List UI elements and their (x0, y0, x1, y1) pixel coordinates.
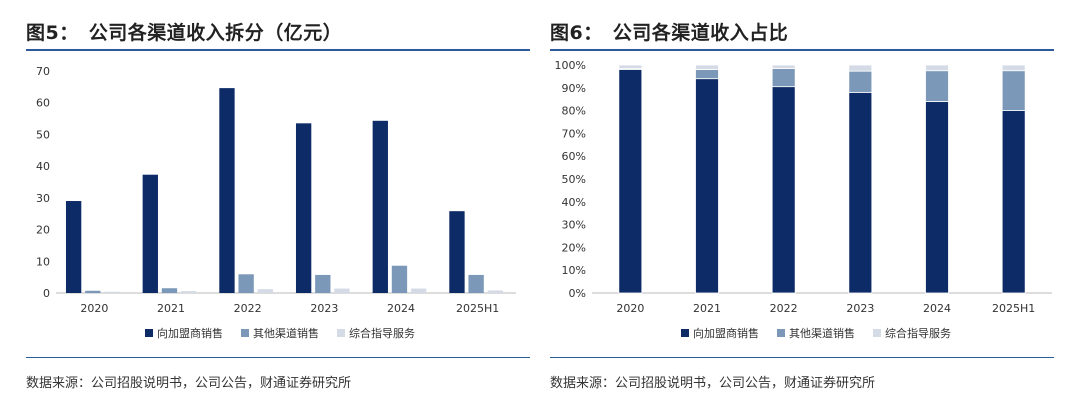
legend-swatch (337, 329, 345, 337)
bar-3 (695, 64, 719, 70)
bar-2 (85, 290, 101, 293)
bar-2 (771, 68, 796, 88)
y-tick-label: 30 (36, 192, 50, 205)
legend-swatch (241, 329, 249, 337)
y-tick-label: 20 (36, 224, 50, 237)
bar-2 (695, 69, 719, 80)
y-tick-label: 60% (562, 150, 586, 163)
x-tick-label: 2020 (80, 302, 108, 315)
legend-swatch (873, 329, 881, 337)
y-tick-label: 50 (36, 128, 50, 141)
figure-label: 图6： (550, 22, 603, 44)
bar-3 (848, 64, 873, 72)
legend-label: 向加盟商销售 (157, 326, 223, 340)
bar-1 (65, 201, 82, 293)
footer-rule (26, 357, 530, 358)
title-rule (26, 49, 530, 51)
y-tick-label: 60 (36, 97, 50, 110)
bar-3 (410, 288, 427, 293)
bar-2 (315, 274, 331, 293)
bar-1 (1001, 110, 1026, 294)
bar-3 (334, 288, 350, 293)
bar-1 (618, 69, 643, 294)
legend-swatch (145, 329, 153, 337)
bar-2 (1001, 70, 1026, 112)
stacked-bar-chart: 0% 10% 20% 30% 40% 50% 60% 70% 80% 90% 100% 2020 202… (555, 59, 1052, 340)
x-tick-label: 2022 (770, 302, 798, 315)
source-note: 数据来源：公司招股说明书，公司公告，财通证券研究所 (550, 376, 876, 391)
x-tick-label: 2025H1 (992, 302, 1035, 315)
y-tick-label: 100% (555, 59, 586, 72)
legend-label: 向加盟商销售 (693, 326, 759, 340)
y-tick-label: 70% (562, 127, 586, 140)
x-tick-label: 2020 (616, 302, 644, 315)
bar-3 (104, 291, 120, 293)
bar-3 (487, 290, 503, 293)
x-tick-label: 2023 (846, 302, 874, 315)
y-tick-label: 30% (562, 219, 586, 232)
bar-3 (1001, 64, 1026, 72)
x-tick-label: 2025H1 (456, 302, 499, 315)
x-tick-label: 2023 (310, 302, 338, 315)
bar-2 (468, 274, 484, 293)
bar-1 (372, 120, 388, 293)
legend-label: 其他渠道销售 (789, 326, 855, 340)
bar-3 (771, 64, 796, 69)
y-tick-label: 40% (562, 196, 586, 209)
y-tick-label: 90% (562, 82, 586, 95)
footer-rule (550, 357, 1054, 358)
bar-1 (142, 174, 158, 293)
y-tick-label: 50% (562, 173, 586, 186)
legend-swatch (681, 329, 689, 337)
y-tick-label: 70 (36, 65, 50, 78)
chart-title: 图5： 公司各渠道收入拆分（亿元） (26, 18, 342, 45)
bar-2 (848, 70, 873, 93)
legend-label: 综合指导服务 (885, 326, 951, 340)
y-tick-label: 80% (562, 105, 586, 118)
y-tick-label: 0% (569, 287, 586, 300)
source-note: 数据来源：公司招股说明书，公司公告，财通证券研究所 (26, 376, 352, 391)
figure-label: 图5： (26, 22, 79, 44)
bar-1 (695, 78, 719, 294)
x-tick-label: 2022 (234, 302, 262, 315)
bar-3 (618, 64, 643, 69)
grouped-bar-chart: 0 10 20 30 40 50 60 70 2020 2021 2022 2023 2024 2025H… (36, 65, 516, 340)
y-tick-label: 20% (562, 241, 586, 254)
bar-1 (449, 211, 465, 293)
bar-3 (925, 64, 949, 72)
y-tick-label: 40 (36, 160, 50, 173)
bar-1 (848, 91, 873, 294)
chart-panel-revenue-split: 图5： 公司各渠道收入拆分（亿元） 0 10 20 30 40 50 60 70 2020 2021… (26, 0, 530, 403)
x-tick-label: 2024 (923, 302, 951, 315)
bar-2 (925, 70, 949, 102)
title-rule (550, 49, 1054, 51)
bar-3 (180, 291, 197, 293)
title-text: 公司各渠道收入拆分（亿元） (88, 22, 343, 44)
bar-1 (771, 86, 796, 294)
y-tick-label: 0 (43, 287, 50, 300)
bar-1 (295, 123, 312, 293)
x-tick-label: 2021 (693, 302, 721, 315)
bar-3 (257, 289, 273, 293)
bar-2 (391, 265, 408, 293)
x-tick-label: 2021 (157, 302, 185, 315)
legend-label: 其他渠道销售 (253, 326, 319, 340)
bar-1 (219, 88, 235, 293)
title-text: 公司各渠道收入占比 (612, 22, 789, 44)
legend-swatch (777, 329, 785, 337)
chart-title: 图6： 公司各渠道收入占比 (550, 18, 788, 45)
y-tick-label: 10% (562, 264, 586, 277)
chart-panel-revenue-share: 图6： 公司各渠道收入占比 0% 10% 20% 30% 40% 50% 60% 70% 80% 9… (550, 0, 1054, 403)
legend-label: 综合指导服务 (349, 326, 415, 340)
bar-1 (925, 101, 949, 294)
x-tick-label: 2024 (387, 302, 415, 315)
y-tick-label: 10 (36, 255, 50, 268)
bar-2 (161, 288, 178, 293)
bar-2 (238, 274, 254, 293)
